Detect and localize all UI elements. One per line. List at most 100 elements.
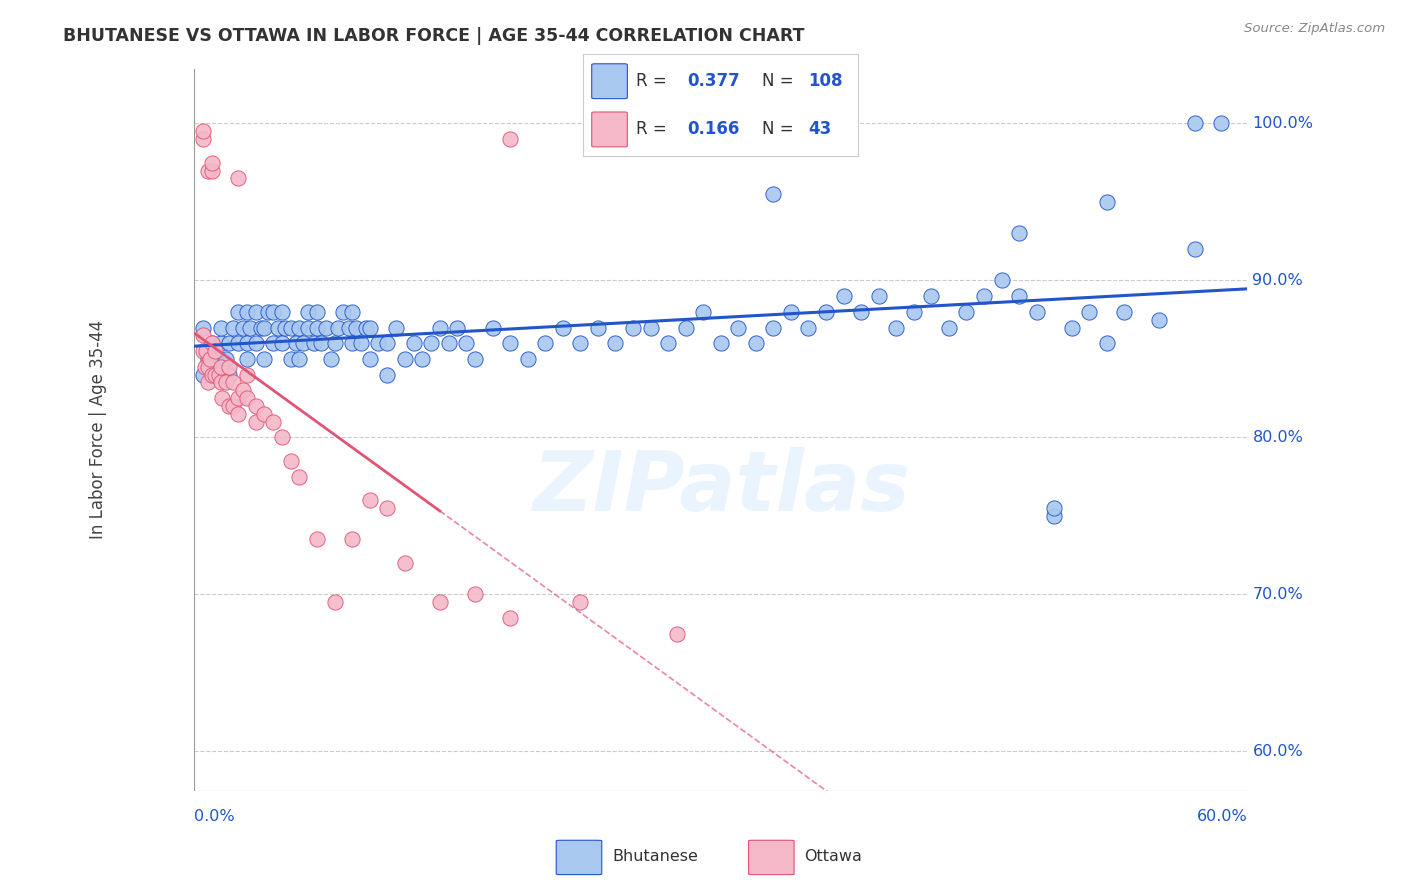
Point (209, 320, 232, 334)
Point (191, 132, 214, 146)
Point (814, 305, 837, 319)
Point (569, 336, 592, 351)
Point (236, 305, 259, 319)
FancyBboxPatch shape (592, 64, 627, 99)
FancyBboxPatch shape (748, 840, 794, 874)
Text: 0.377: 0.377 (688, 72, 741, 90)
Point (250, 320, 273, 334)
Point (337, 320, 360, 334)
Point (1149, 312, 1171, 326)
Point (236, 351, 259, 366)
Point (344, 320, 367, 334)
Point (884, 320, 907, 334)
Point (305, 305, 328, 319)
Point (762, 187, 785, 202)
Point (323, 336, 346, 351)
Point (621, 320, 644, 334)
Text: ZIPatlas: ZIPatlas (531, 447, 910, 528)
Point (262, 415, 284, 429)
Point (569, 595, 592, 609)
Point (464, 351, 486, 366)
Point (191, 320, 214, 334)
Point (232, 384, 254, 398)
Text: 108: 108 (808, 72, 842, 90)
Point (499, 611, 522, 625)
Point (274, 320, 297, 334)
Text: N =: N = (762, 72, 799, 90)
Point (236, 368, 259, 382)
Point (551, 320, 574, 334)
Point (868, 289, 890, 303)
Point (288, 351, 311, 366)
Point (201, 368, 224, 382)
Point (1043, 508, 1066, 523)
Text: Ottawa: Ottawa (804, 849, 862, 863)
Point (375, 368, 398, 382)
Point (429, 595, 451, 609)
Point (267, 320, 290, 334)
Point (340, 336, 363, 351)
Point (191, 344, 214, 359)
Point (534, 336, 557, 351)
Point (197, 359, 219, 374)
Point (710, 336, 733, 351)
Point (245, 305, 267, 319)
Point (191, 328, 214, 343)
Point (665, 626, 688, 640)
Point (226, 305, 249, 319)
Point (437, 336, 460, 351)
Point (938, 320, 960, 334)
Point (780, 305, 803, 319)
Text: Source: ZipAtlas.com: Source: ZipAtlas.com (1244, 22, 1385, 36)
Point (516, 351, 538, 366)
Point (194, 359, 217, 374)
Point (297, 305, 319, 319)
Point (1008, 289, 1031, 303)
Point (420, 336, 443, 351)
Point (197, 376, 219, 390)
Point (832, 289, 855, 303)
Point (201, 368, 224, 382)
Point (262, 336, 284, 351)
Point (288, 320, 311, 334)
Point (319, 351, 342, 366)
Point (1060, 320, 1083, 334)
Point (429, 320, 451, 334)
Point (195, 344, 218, 359)
Point (226, 336, 249, 351)
Point (955, 305, 977, 319)
Text: 100.0%: 100.0% (1253, 116, 1313, 131)
Point (253, 351, 276, 366)
Point (253, 320, 276, 334)
Point (394, 556, 416, 570)
Point (1184, 242, 1206, 256)
Point (315, 320, 337, 334)
Point (191, 368, 214, 382)
Point (1078, 305, 1101, 319)
Point (605, 336, 627, 351)
Point (201, 336, 224, 351)
Point (253, 407, 276, 421)
Point (271, 336, 294, 351)
Point (326, 320, 349, 334)
Text: 60.0%: 60.0% (1197, 809, 1247, 824)
Point (201, 155, 224, 169)
Point (305, 320, 328, 334)
Point (204, 368, 226, 382)
Point (226, 407, 249, 421)
Text: 60.0%: 60.0% (1253, 744, 1303, 759)
FancyBboxPatch shape (592, 112, 627, 147)
Point (236, 391, 259, 405)
Point (222, 320, 245, 334)
Point (218, 399, 240, 413)
Point (657, 336, 679, 351)
Point (1209, 116, 1232, 130)
Point (245, 336, 267, 351)
Point (280, 454, 302, 468)
Point (309, 336, 332, 351)
Point (640, 320, 662, 334)
Point (245, 415, 267, 429)
Point (385, 320, 408, 334)
Text: BHUTANESE VS OTTAWA IN LABOR FORCE | AGE 35-44 CORRELATION CHART: BHUTANESE VS OTTAWA IN LABOR FORCE | AGE… (63, 27, 804, 45)
Point (446, 320, 468, 334)
